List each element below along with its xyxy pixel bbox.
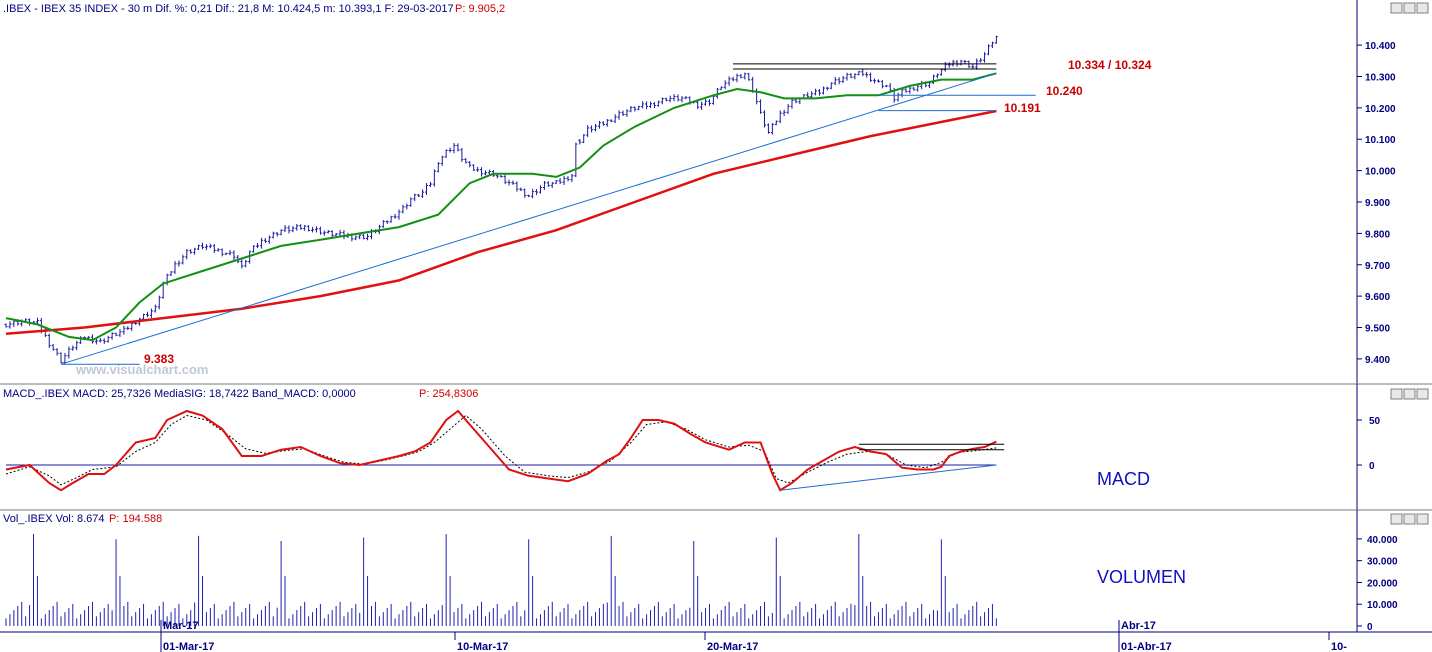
price-ytick-label: 10.100: [1365, 135, 1396, 146]
price-ytick-label: 10.300: [1365, 72, 1396, 83]
volume-title: VOLUMEN: [1097, 567, 1186, 587]
price-panel: [0, 0, 1357, 384]
volume-restore-button[interactable]: [1403, 513, 1416, 525]
volume-window-controls[interactable]: [1390, 513, 1429, 525]
x-axis: Mar-17 01-Mar-17 10-Mar-17 20-Mar-17 Abr-17 0…: [160, 620, 1347, 652]
price-header: .IBEX - IBEX 35 INDEX - 30 m Dif. %: 0,2…: [3, 3, 454, 15]
x-tick-label: 20-Mar-17: [707, 641, 758, 652]
macd-window-controls[interactable]: [1390, 388, 1429, 400]
macd-maximize-button[interactable]: [1416, 388, 1429, 400]
macd-title: MACD: [1097, 469, 1150, 489]
watermark: www.visualchart.com: [75, 362, 208, 377]
volume-ytick-label: 40.000: [1367, 535, 1398, 546]
volume-ytick-label: 0: [1367, 622, 1373, 633]
price-trendline: [60, 72, 997, 365]
price-yaxis: 10.400 10.300 10.200 10.100 10.000 9.900 9.800…: [1357, 41, 1396, 366]
macd-yaxis: 50 0: [1357, 416, 1381, 472]
x-tick-label: Abr-17: [1121, 620, 1156, 632]
price-ytick-label: 9.900: [1365, 198, 1390, 209]
macd-line: [5, 409, 997, 492]
macd-signal-line: [5, 414, 997, 486]
macd-ytick-label: 50: [1369, 416, 1381, 427]
macd-lines: [5, 409, 1005, 492]
x-tick-label: 01-Abr-17: [1121, 641, 1172, 652]
x-tick-label: 10-Mar-17: [457, 641, 508, 652]
price-ytick-label: 9.400: [1365, 355, 1390, 366]
x-tick-label: Mar-17: [163, 620, 198, 632]
volume-yaxis: 40.000 30.000 20.000 10.000 0: [1357, 535, 1398, 633]
volume-header: Vol_.IBEX Vol: 8.674: [3, 513, 105, 525]
price-overlays: [5, 63, 1036, 365]
volume-maximize-button[interactable]: [1416, 513, 1429, 525]
level-label-low: 9.383: [144, 352, 174, 366]
volume-header-extra: P: 194.588: [109, 513, 162, 525]
volume-minimize-button[interactable]: [1390, 513, 1403, 525]
macd-header-extra: P: 254,8306: [419, 388, 478, 400]
price-ytick-label: 10.200: [1365, 104, 1396, 115]
volume-ytick-label: 10.000: [1367, 600, 1398, 611]
restore-button[interactable]: [1403, 2, 1416, 14]
price-ytick-label: 10.000: [1365, 167, 1396, 178]
x-tick-label: 01-Mar-17: [163, 641, 214, 652]
level-label-resistance: 10.334 / 10.324: [1068, 58, 1152, 72]
price-ytick-label: 9.800: [1365, 229, 1390, 240]
price-window-controls[interactable]: [1390, 2, 1429, 14]
macd-ytick-label: 0: [1369, 461, 1375, 472]
price-ytick-label: 10.400: [1365, 41, 1396, 52]
price-ytick-label: 9.700: [1365, 261, 1390, 272]
level-label-10240: 10.240: [1046, 84, 1083, 98]
moving-average-fast: [5, 72, 997, 342]
level-label-10191: 10.191: [1004, 101, 1041, 115]
x-tick-label: 10-: [1331, 641, 1347, 652]
minimize-button[interactable]: [1390, 2, 1403, 14]
volume-ytick-label: 30.000: [1367, 557, 1398, 568]
maximize-button[interactable]: [1416, 2, 1429, 14]
volume-ytick-label: 20.000: [1367, 578, 1398, 589]
macd-trendline: [780, 464, 997, 491]
price-ytick-label: 9.600: [1365, 292, 1390, 303]
macd-header: MACD_.IBEX MACD: 25,7326 MediaSIG: 18,74…: [3, 388, 356, 400]
macd-minimize-button[interactable]: [1390, 388, 1403, 400]
macd-restore-button[interactable]: [1403, 388, 1416, 400]
volume-bars: [5, 534, 997, 626]
price-header-extra: P: 9.905,2: [455, 3, 505, 15]
price-ytick-label: 9.500: [1365, 324, 1390, 335]
moving-average-slow: [5, 109, 997, 336]
